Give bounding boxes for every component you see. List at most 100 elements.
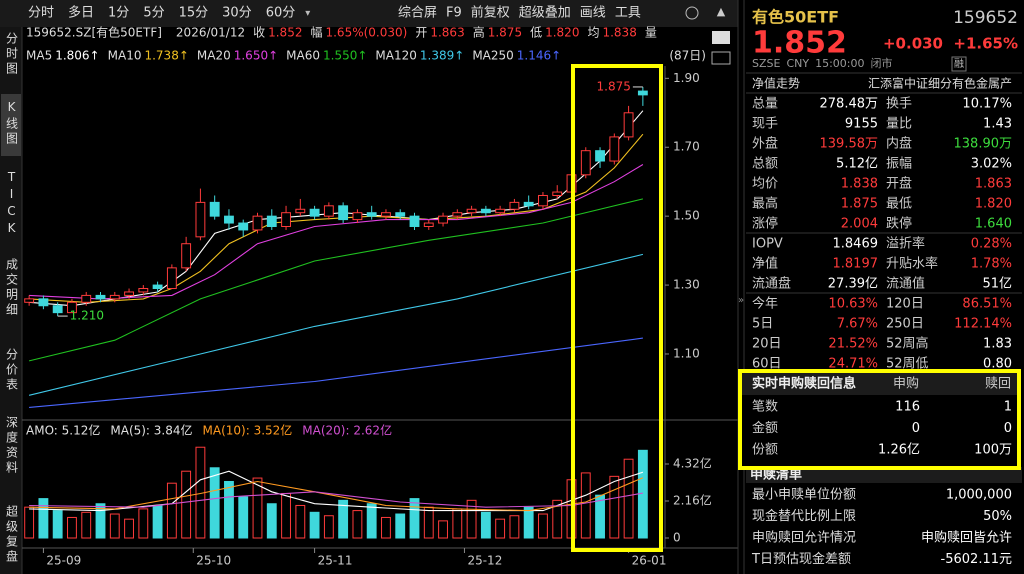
field-label: 5日 <box>752 317 773 332</box>
volume-legend: MA(10): 3.52亿 <box>203 423 293 438</box>
period-tab[interactable]: 分时 <box>28 6 54 21</box>
candle-body <box>67 301 77 314</box>
candle-body <box>595 150 605 162</box>
field-value: 1.8197 <box>833 257 879 272</box>
y-tick-label: 0 <box>673 531 681 545</box>
field-label: 总额 <box>752 157 778 172</box>
sidebar-tab[interactable]: 成交明细 <box>5 258 19 318</box>
sidebar-tab[interactable]: 深度资料 <box>5 416 19 476</box>
candle-body <box>295 208 306 214</box>
volume-bar <box>52 510 63 539</box>
tool-button[interactable]: F9 <box>446 6 462 21</box>
period-tab[interactable]: 5分 <box>143 6 164 21</box>
sidebar-tab[interactable]: 分价表 <box>5 348 19 393</box>
field-label: 现手 <box>752 117 778 132</box>
row-value: 50% <box>983 509 1012 524</box>
window-icon[interactable] <box>711 51 731 65</box>
quote-value: 1.838 <box>602 26 636 40</box>
y-tick-label: 1.70 <box>673 140 700 154</box>
tool-button[interactable]: 前复权 <box>471 5 510 21</box>
row-label: 金额 <box>752 420 778 436</box>
row-value: 1.26亿 <box>878 443 920 458</box>
candle-body <box>523 201 534 207</box>
tool-button[interactable]: 工具 <box>615 6 641 21</box>
volume-bar <box>295 504 306 539</box>
quote-value: 1.820 <box>545 26 579 40</box>
volume-bar <box>423 506 434 539</box>
period-tab[interactable]: 30分 <box>222 6 252 21</box>
candle-body <box>181 243 192 269</box>
ma-line <box>28 253 644 396</box>
field-label: 跌停 <box>886 216 912 232</box>
row-value: 1 <box>1004 400 1012 415</box>
row-value: 1,000,000 <box>946 488 1012 503</box>
tool-button[interactable]: 画线 <box>580 6 606 21</box>
field-label: 净值 <box>752 256 778 272</box>
period-tab[interactable]: 1分 <box>108 6 129 21</box>
field-value: 21.52% <box>828 337 878 352</box>
volume-bar <box>281 492 291 539</box>
field-value: 138.90万 <box>954 137 1013 152</box>
sidebar-tab[interactable]: TICK <box>5 170 19 238</box>
candle-body <box>381 212 391 217</box>
sidebar-bg <box>0 27 22 574</box>
candle-body <box>552 191 563 196</box>
period-tab[interactable]: 60分 <box>266 6 296 21</box>
section-header-bg <box>746 467 1022 483</box>
legend-name: MA20 <box>197 49 231 63</box>
date: 2026/01/12 <box>176 26 245 40</box>
badge: 融 <box>954 58 964 70</box>
change-pct: +1.65% <box>953 35 1018 53</box>
field-value: 27.39亿 <box>828 277 878 292</box>
y-tick-label: 1.90 <box>673 71 700 85</box>
sidebar-tab[interactable]: 超级复盘 <box>5 504 19 565</box>
field-label: 均价 <box>752 177 778 192</box>
volume-bar <box>67 516 77 539</box>
candle-body <box>580 150 591 176</box>
candle-body <box>266 215 277 227</box>
ma-line <box>28 198 644 362</box>
sidebar-tab[interactable]: 分时图 <box>5 32 19 77</box>
candle-body <box>480 208 491 214</box>
nav-label[interactable]: 净值走势 <box>752 76 800 91</box>
collapse-handle[interactable]: » <box>738 295 744 306</box>
fund-full-name: 汇添富中证细分有色金属产 <box>868 76 1012 91</box>
candle-body <box>352 212 363 221</box>
field-label: 内盘 <box>886 136 912 152</box>
field-value: 51亿 <box>982 277 1012 292</box>
field-label: 250日 <box>886 317 924 332</box>
x-tick-label: 25-11 <box>318 554 353 568</box>
period-more[interactable]: ▾ <box>305 8 310 19</box>
sidebar-tab[interactable]: K线图 <box>5 100 19 147</box>
volume-bar <box>152 504 163 539</box>
tool-button[interactable]: 超级叠加 <box>519 6 571 21</box>
candle-body <box>323 205 334 217</box>
field-value: 86.51% <box>962 297 1012 312</box>
y-tick-label: 2.16亿 <box>673 493 712 508</box>
status: 15:00:00 <box>815 57 864 70</box>
row-label: 份额 <box>752 443 778 458</box>
volume-bar <box>538 513 548 539</box>
field-value: 278.48万 <box>820 97 879 112</box>
field-value: 9155 <box>845 117 878 132</box>
y-tick-label: 1.10 <box>673 346 700 360</box>
period-tab[interactable]: 多日 <box>68 5 94 21</box>
volume-bar <box>409 498 420 539</box>
legend-value: 1.389↑ <box>420 49 464 63</box>
scroll-up[interactable]: ▲ <box>717 5 726 18</box>
candle-body <box>81 294 92 303</box>
tool-button[interactable]: 综合屏 <box>398 6 437 21</box>
settings-icon[interactable] <box>685 6 699 20</box>
period-tab[interactable]: 15分 <box>179 6 209 21</box>
candle-body <box>95 294 106 300</box>
lock-icon[interactable] <box>712 31 730 44</box>
field-label: 52周高 <box>886 336 929 352</box>
volume-bar <box>224 480 234 539</box>
candle-body <box>495 208 506 214</box>
x-tick-label: 25-10 <box>196 554 231 568</box>
field-value: 0.80 <box>983 357 1012 372</box>
field-label: 总量 <box>752 97 778 112</box>
legend-name: MA120 <box>375 49 416 63</box>
candle-body <box>509 201 520 210</box>
